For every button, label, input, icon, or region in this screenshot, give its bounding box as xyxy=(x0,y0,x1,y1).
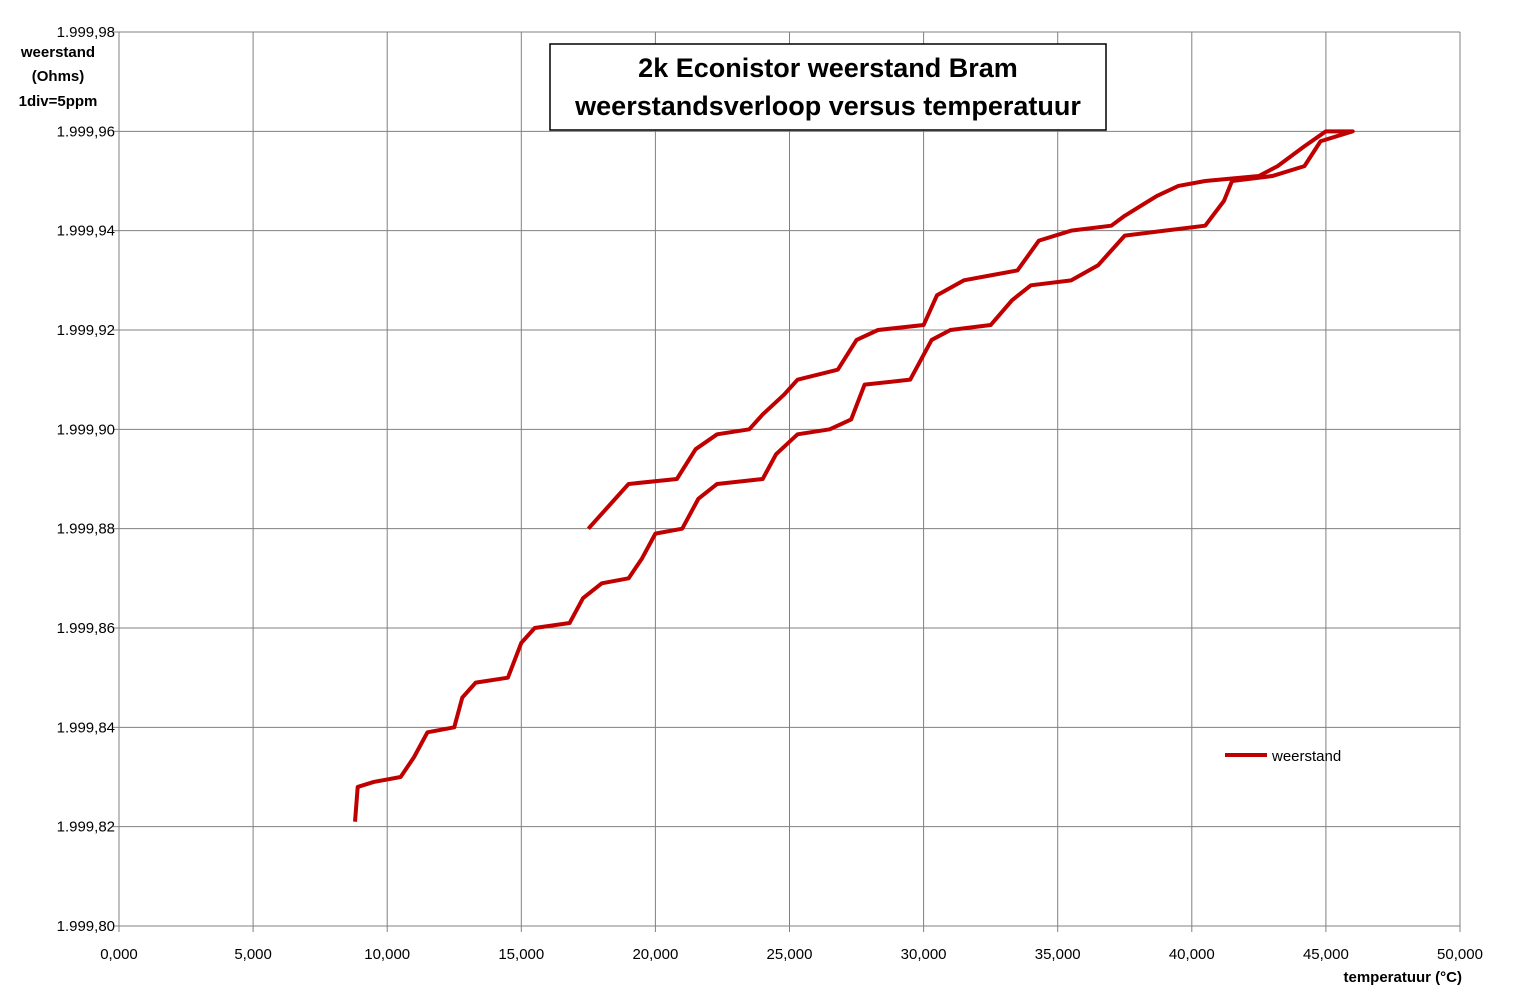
x-tick-label: 25,000 xyxy=(767,946,813,963)
y-tick-label: 1.999,86 xyxy=(57,620,115,637)
x-tick-label: 35,000 xyxy=(1035,946,1081,963)
y-axis-label: 1div=5ppm xyxy=(19,93,98,110)
x-tick-label: 5,000 xyxy=(234,946,272,963)
y-axis-label: weerstand xyxy=(20,44,95,61)
x-axis-label: temperatuur (°C) xyxy=(1343,969,1462,986)
y-tick-label: 1.999,80 xyxy=(57,918,115,935)
chart-title: 2k Econistor weerstand Bram xyxy=(638,53,1018,83)
data-line xyxy=(353,129,1355,822)
x-tick-label: 30,000 xyxy=(901,946,947,963)
x-tick-label: 0,000 xyxy=(100,946,138,963)
y-tick-label: 1.999,98 xyxy=(57,24,115,41)
y-tick-label: 1.999,82 xyxy=(57,819,115,836)
y-tick-label: 1.999,94 xyxy=(57,223,115,240)
x-tick-label: 15,000 xyxy=(498,946,544,963)
y-tick-label: 1.999,88 xyxy=(57,521,115,538)
ticks: 1.999,80 1.999,82 1.999,84 1.999,86 1.999,88… xyxy=(57,24,1483,963)
x-tick-label: 40,000 xyxy=(1169,946,1215,963)
plot-area xyxy=(353,129,1355,822)
y-tick-label: 1.999,96 xyxy=(57,123,115,140)
y-tick-label: 1.999,90 xyxy=(57,421,115,438)
chart-subtitle: weerstandsverloop versus temperatuur xyxy=(574,91,1081,121)
title-box xyxy=(549,43,1107,131)
x-tick-label: 20,000 xyxy=(632,946,678,963)
y-tick-label: 1.999,84 xyxy=(57,719,115,736)
legend-label: weerstand xyxy=(1271,748,1341,765)
x-tick-label: 50,000 xyxy=(1437,946,1483,963)
x-tick-label: 10,000 xyxy=(364,946,410,963)
x-tick-label: 45,000 xyxy=(1303,946,1349,963)
y-axis-label: (Ohms) xyxy=(32,68,85,85)
y-tick-label: 1.999,92 xyxy=(57,322,115,339)
